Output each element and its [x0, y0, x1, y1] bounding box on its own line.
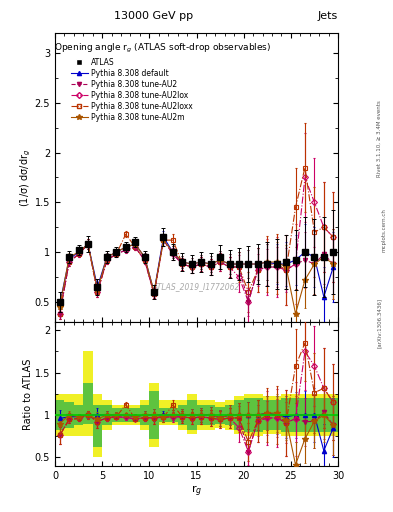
Text: 13000 GeV pp: 13000 GeV pp — [114, 11, 194, 21]
Text: Opening angle r$_g$ (ATLAS soft-drop observables): Opening angle r$_g$ (ATLAS soft-drop obs… — [54, 42, 271, 55]
Text: ATLAS_2019_I1772062: ATLAS_2019_I1772062 — [153, 283, 240, 292]
Y-axis label: Ratio to ATLAS: Ratio to ATLAS — [24, 358, 33, 430]
X-axis label: r$_g$: r$_g$ — [191, 483, 202, 499]
Text: mcplots.cern.ch: mcplots.cern.ch — [382, 208, 387, 252]
Text: [arXiv:1306.3436]: [arXiv:1306.3436] — [377, 297, 382, 348]
Legend: ATLAS, Pythia 8.308 default, Pythia 8.308 tune-AU2, Pythia 8.308 tune-AU2lox, Py: ATLAS, Pythia 8.308 default, Pythia 8.30… — [70, 57, 193, 122]
Y-axis label: (1/σ) dσ/dr$_g$: (1/σ) dσ/dr$_g$ — [19, 148, 33, 207]
Text: Jets: Jets — [318, 11, 338, 21]
Text: Rivet 3.1.10, ≥ 3.4M events: Rivet 3.1.10, ≥ 3.4M events — [377, 100, 382, 177]
